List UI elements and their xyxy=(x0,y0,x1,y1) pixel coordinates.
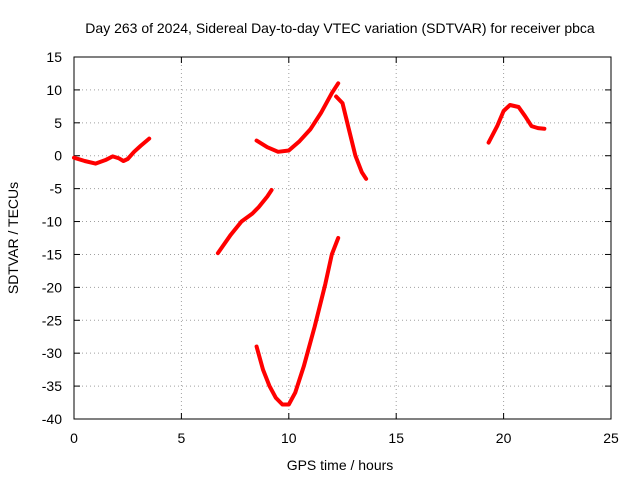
y-tick-label: -10 xyxy=(42,214,62,230)
x-tick-label: 25 xyxy=(603,430,619,446)
chart-title: Day 263 of 2024, Sidereal Day-to-day VTE… xyxy=(85,20,595,36)
y-tick-label: 15 xyxy=(46,49,62,65)
y-tick-label: 5 xyxy=(54,115,62,131)
series-5-line xyxy=(254,236,341,407)
y-tick-label: -40 xyxy=(42,411,62,427)
x-tick-label: 20 xyxy=(496,430,512,446)
series-4-line xyxy=(334,94,369,181)
y-tick-label: 0 xyxy=(54,148,62,164)
y-tick-label: -35 xyxy=(42,378,62,394)
y-tick-label: -30 xyxy=(42,345,62,361)
series-group xyxy=(72,81,547,407)
x-tick-label: 5 xyxy=(178,430,186,446)
x-tick-labels: 0 5 10 15 20 25 xyxy=(70,430,619,446)
x-tick-label: 10 xyxy=(281,430,297,446)
plot-frame xyxy=(73,56,612,420)
y-axis-label: SDTVAR / TECUs xyxy=(5,182,21,294)
series-6-line xyxy=(486,103,547,145)
grid-lines xyxy=(74,57,611,419)
y-tick-label: -15 xyxy=(42,246,62,262)
y-tick-label: -25 xyxy=(42,312,62,328)
series-1-line xyxy=(72,136,152,166)
x-axis-label: GPS time / hours xyxy=(287,457,394,473)
x-tick-label: 0 xyxy=(70,430,78,446)
y-tick-label: -20 xyxy=(42,279,62,295)
series-3-line xyxy=(254,81,341,154)
y-tick-labels: 15 10 5 0 -5 -10 -15 -20 -25 -30 -35 -40 xyxy=(42,49,62,427)
axis-ticks xyxy=(73,56,612,420)
series-2-line xyxy=(215,188,274,256)
y-tick-label: -5 xyxy=(50,181,63,197)
y-tick-label: 10 xyxy=(46,82,62,98)
x-tick-label: 15 xyxy=(388,430,404,446)
